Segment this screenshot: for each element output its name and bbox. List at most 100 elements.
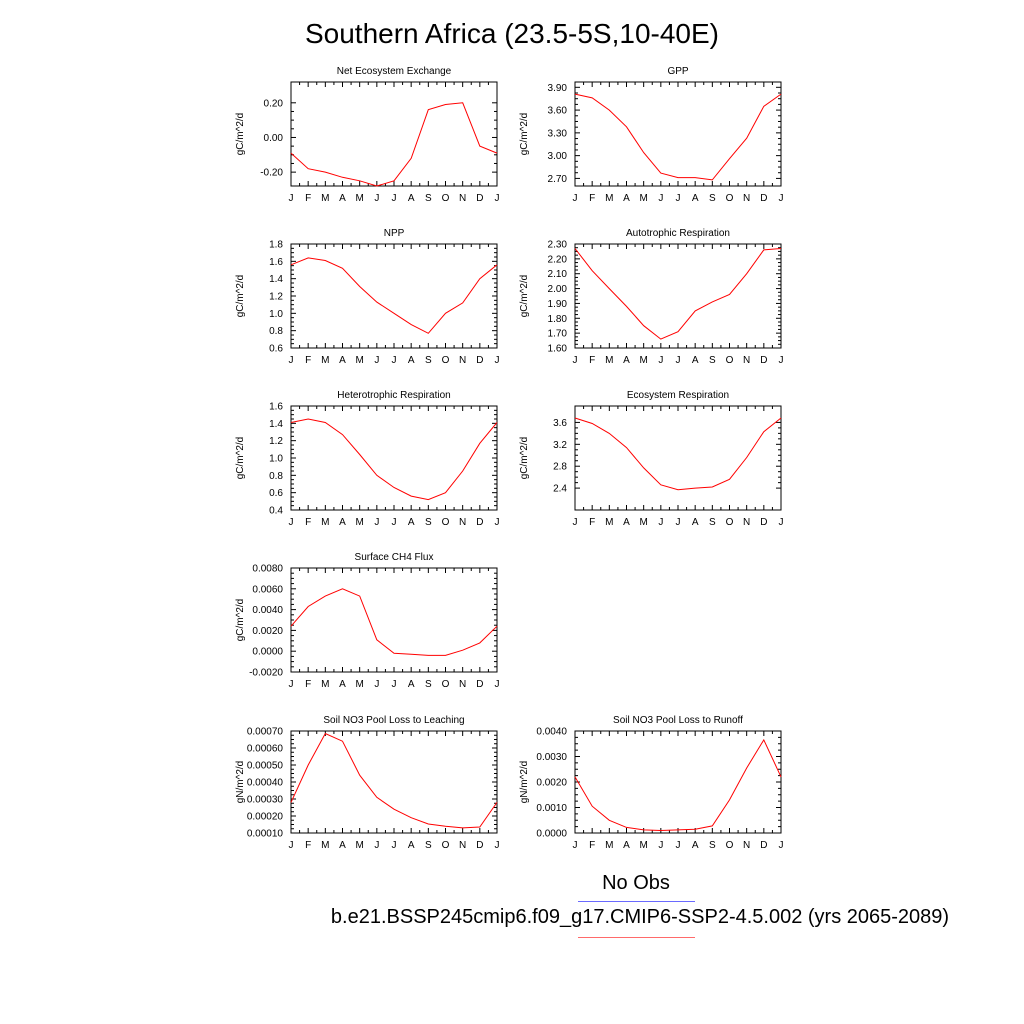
y-tick-label: 1.2 (269, 292, 283, 303)
plot-frame (574, 405, 782, 511)
y-axis-label: gC/m^2/d (519, 275, 530, 318)
y-tick-label: 1.70 (548, 329, 568, 340)
x-tick-label: D (476, 193, 483, 204)
x-tick-label: M (355, 193, 363, 204)
x-tick-label: F (589, 355, 595, 366)
y-axis-label: gN/m^2/d (235, 761, 246, 804)
y-tick-label: 0.0000 (252, 647, 283, 658)
x-tick-label: S (709, 517, 716, 528)
x-tick-label: J (289, 679, 294, 690)
x-tick-label: F (305, 193, 311, 204)
x-tick-label: J (289, 840, 294, 851)
x-tick-label: M (355, 517, 363, 528)
x-tick-label: A (408, 517, 415, 528)
legend-entry-obs: No Obs (602, 872, 670, 894)
y-tick-label: 2.4 (553, 484, 567, 495)
x-tick-label: M (639, 840, 647, 851)
y-tick-label: 0.6 (269, 488, 283, 499)
y-tick-label: 2.00 (548, 284, 568, 295)
x-tick-label: A (692, 517, 699, 528)
x-tick-label: M (639, 193, 647, 204)
y-tick-label: 1.90 (548, 299, 568, 310)
x-tick-label: N (743, 840, 750, 851)
x-tick-label: J (289, 355, 294, 366)
y-tick-label: 3.30 (548, 128, 568, 139)
y-tick-label: 0.0040 (252, 605, 283, 616)
x-tick-label: J (392, 679, 397, 690)
x-tick-label: N (459, 355, 466, 366)
x-tick-label: F (589, 517, 595, 528)
x-tick-label: A (339, 355, 346, 366)
y-tick-label: 0.6 (269, 344, 283, 355)
x-tick-label: J (779, 517, 784, 528)
panel-title: Surface CH4 Flux (355, 552, 434, 563)
y-tick-label: 3.2 (553, 440, 567, 451)
panel-title: Net Ecosystem Exchange (337, 66, 452, 77)
x-tick-label: O (726, 193, 734, 204)
y-axis-label: gC/m^2/d (235, 275, 246, 318)
y-tick-label: 0.0040 (536, 727, 567, 738)
x-tick-label: M (605, 517, 613, 528)
x-tick-label: N (743, 355, 750, 366)
x-tick-label: M (321, 517, 329, 528)
y-axis-label: gC/m^2/d (519, 437, 530, 480)
x-tick-label: J (392, 840, 397, 851)
x-tick-label: O (442, 355, 450, 366)
y-tick-label: 2.30 (548, 240, 568, 251)
x-tick-label: O (726, 355, 734, 366)
x-tick-label: J (495, 193, 500, 204)
y-axis-label: gC/m^2/d (519, 113, 530, 156)
y-tick-label: 0.00040 (247, 778, 284, 789)
x-tick-label: M (321, 355, 329, 366)
x-tick-label: J (573, 840, 578, 851)
x-tick-label: A (692, 840, 699, 851)
x-tick-label: J (658, 193, 663, 204)
x-tick-label: M (321, 193, 329, 204)
y-tick-label: 3.60 (548, 106, 568, 117)
y-tick-label: 3.6 (553, 418, 567, 429)
x-tick-label: J (779, 193, 784, 204)
series-line (574, 248, 782, 340)
series-line (290, 257, 498, 334)
y-tick-label: 0.0080 (252, 564, 283, 575)
y-tick-label: 0.00 (264, 133, 284, 144)
y-tick-label: 1.2 (269, 436, 283, 447)
panel-title: Ecosystem Respiration (627, 390, 729, 401)
x-tick-label: J (573, 193, 578, 204)
x-tick-label: J (495, 517, 500, 528)
y-tick-label: 0.0020 (252, 626, 283, 637)
x-tick-label: J (495, 355, 500, 366)
x-tick-label: J (374, 355, 379, 366)
x-tick-label: N (743, 193, 750, 204)
series-line (290, 418, 498, 501)
x-tick-label: J (676, 355, 681, 366)
x-tick-label: A (692, 355, 699, 366)
x-tick-label: S (709, 193, 716, 204)
x-tick-label: A (408, 355, 415, 366)
x-tick-label: A (339, 679, 346, 690)
x-tick-label: F (305, 355, 311, 366)
x-tick-label: J (392, 517, 397, 528)
x-tick-label: A (339, 517, 346, 528)
x-tick-label: N (459, 679, 466, 690)
y-tick-label: 2.10 (548, 269, 568, 280)
y-axis-label: gC/m^2/d (235, 599, 246, 642)
y-tick-label: 1.0 (269, 309, 283, 320)
x-tick-label: A (408, 193, 415, 204)
x-tick-label: S (425, 517, 432, 528)
x-tick-label: O (726, 840, 734, 851)
x-tick-label: N (743, 517, 750, 528)
y-tick-label: 1.0 (269, 454, 283, 465)
y-axis-label: gC/m^2/d (235, 113, 246, 156)
y-tick-label: 1.8 (269, 240, 283, 251)
panel-title: Soil NO3 Pool Loss to Leaching (323, 715, 464, 726)
x-tick-label: A (339, 193, 346, 204)
x-tick-label: S (425, 840, 432, 851)
x-tick-label: A (623, 517, 630, 528)
y-tick-label: 2.20 (548, 254, 568, 265)
